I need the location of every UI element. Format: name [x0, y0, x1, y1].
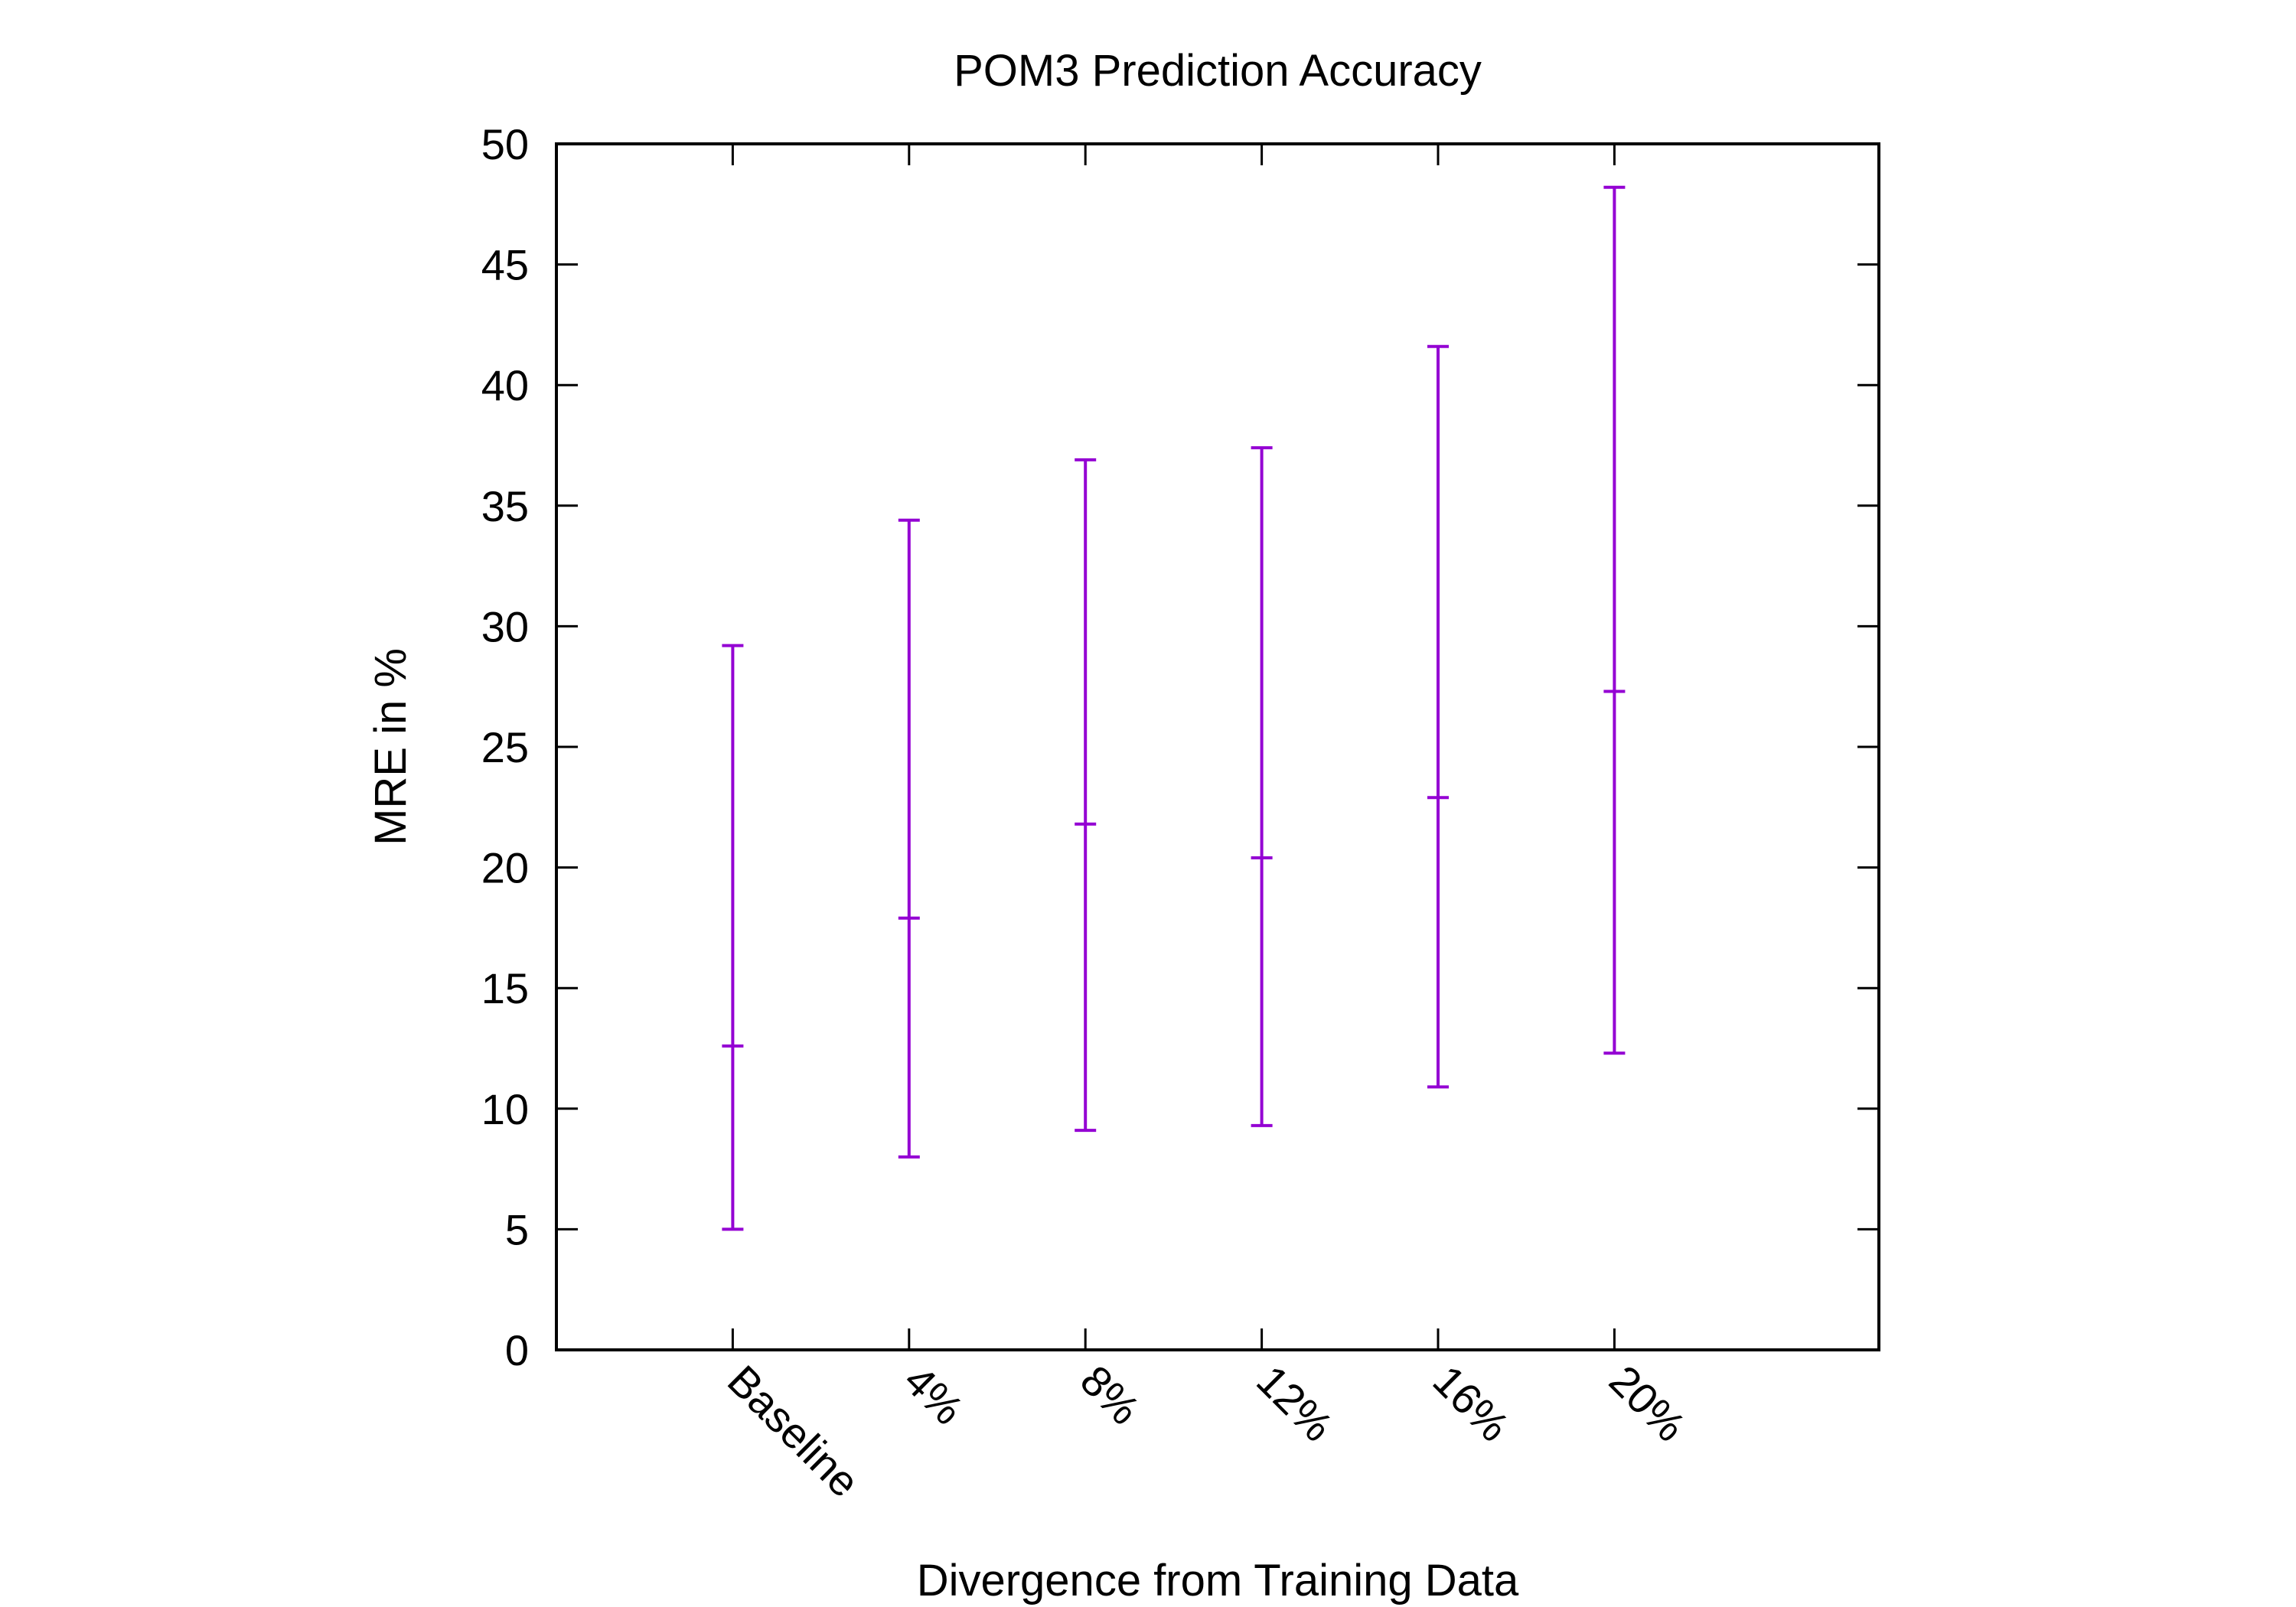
error-bars — [722, 185, 1626, 1231]
error-bar — [898, 518, 920, 1159]
y-axis-label: MRE in % — [366, 648, 416, 846]
y-tick-label: 5 — [505, 1205, 529, 1253]
y-tick-label: 30 — [481, 602, 529, 650]
chart-title: POM3 Prediction Accuracy — [954, 46, 1482, 96]
x-tick-label: 20% — [1600, 1356, 1695, 1451]
y-tick-label: 35 — [481, 482, 529, 530]
x-tick-label: 4% — [895, 1356, 973, 1434]
y-tick-label: 0 — [505, 1326, 529, 1374]
error-bar — [1427, 344, 1449, 1089]
x-axis-label: Divergence from Training Data — [917, 1556, 1519, 1605]
x-tick-label: 16% — [1424, 1356, 1519, 1451]
error-bar — [1251, 446, 1273, 1127]
y-tick-label: 50 — [481, 120, 529, 168]
y-tick-label: 25 — [481, 723, 529, 771]
y-tick-label: 15 — [481, 964, 529, 1012]
y-tick-label: 40 — [481, 361, 529, 409]
x-tick-label: 8% — [1071, 1356, 1150, 1434]
x-tick-label: Baseline — [719, 1356, 869, 1506]
x-tick-label: 12% — [1247, 1356, 1342, 1451]
y-tick-label: 10 — [481, 1085, 529, 1133]
y-tick-label: 45 — [481, 241, 529, 289]
error-bar — [1603, 185, 1626, 1055]
plot-frame — [555, 142, 1880, 1351]
x-axis: Baseline 4% 8% 12% 16% 20% — [719, 144, 1695, 1506]
y-axis: 0 5 10 15 20 25 30 35 40 45 50 — [481, 120, 1879, 1374]
y-tick-label: 20 — [481, 844, 529, 892]
error-bar — [722, 644, 744, 1231]
error-bar — [1075, 458, 1097, 1133]
